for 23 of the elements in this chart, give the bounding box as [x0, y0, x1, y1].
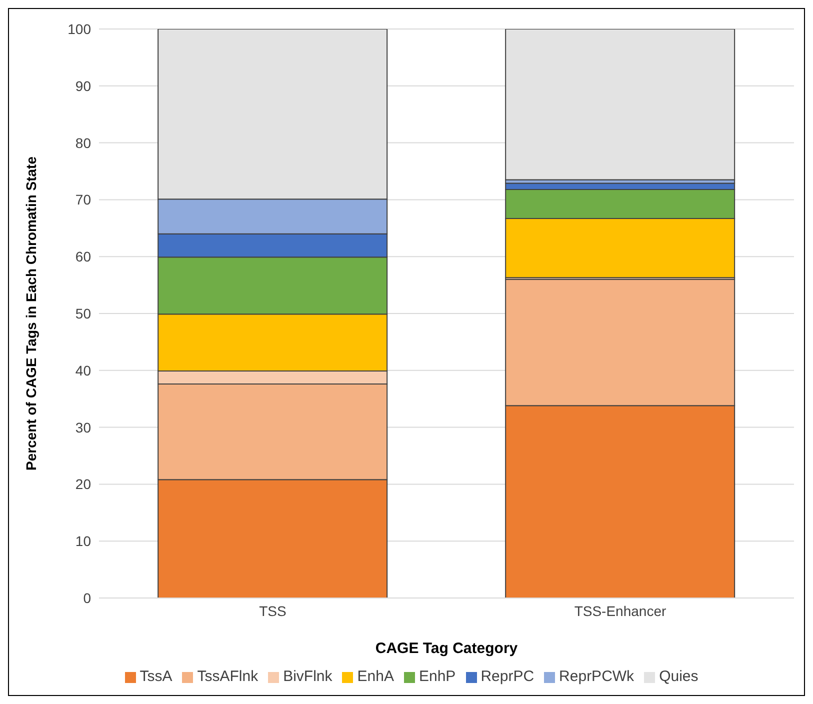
legend-label: TssAFlnk — [197, 668, 258, 685]
y-tick-label: 70 — [75, 192, 92, 208]
y-tick-label: 100 — [68, 20, 92, 37]
legend-label: ReprPC — [480, 668, 534, 685]
x-tick-label: TSS — [259, 602, 286, 619]
y-tick-label: 40 — [75, 362, 92, 378]
legend-label: ReprPCWk — [559, 668, 634, 685]
legend-label: TssA — [140, 668, 172, 685]
y-axis-title: Percent of CAGE Tags in Each Chromatin State — [22, 156, 39, 471]
legend-label: BivFlnk — [283, 668, 332, 685]
y-tick-label: 90 — [75, 78, 92, 94]
x-tick-label: TSS-Enhancer — [574, 602, 666, 619]
legend-label: EnhP — [418, 668, 456, 685]
legend-label: Quies — [659, 668, 698, 685]
legend-label: EnhA — [357, 668, 394, 685]
y-tick-label: 20 — [75, 476, 92, 492]
y-tick-label: 30 — [75, 419, 92, 436]
y-tick-label: 80 — [75, 134, 92, 151]
y-tick-label: 0 — [83, 590, 92, 606]
y-tick-label: 10 — [75, 533, 92, 550]
y-tick-label: 60 — [75, 248, 92, 265]
y-tick-label: 50 — [75, 305, 92, 322]
x-axis-title: CAGE Tag Category — [375, 640, 518, 657]
